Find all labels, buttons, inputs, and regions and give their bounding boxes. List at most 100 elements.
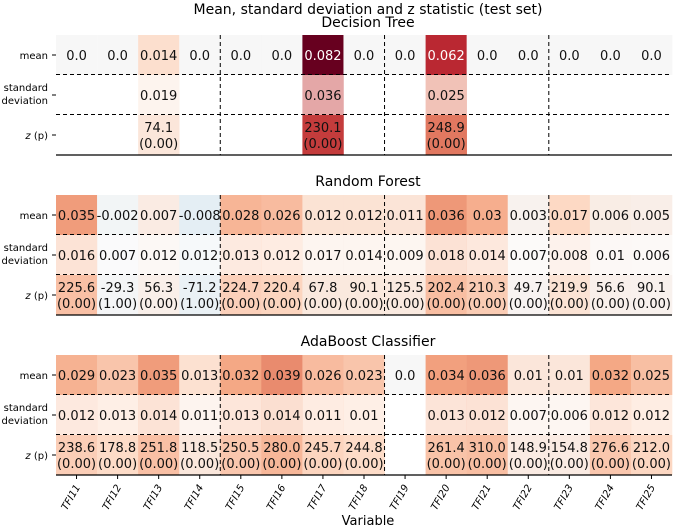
z-cell — [56, 435, 98, 475]
z-value-label: 202.4 — [428, 281, 465, 296]
mean-cell — [261, 355, 303, 395]
mean-cell — [466, 355, 509, 395]
mean-cell — [97, 35, 139, 75]
mean-value-label: 0.0 — [477, 49, 498, 64]
sd-value-label: 0.014 — [469, 249, 506, 264]
sd-cell — [56, 235, 98, 275]
sd-cell — [384, 235, 426, 275]
mean-cell — [97, 195, 139, 235]
mean-cell — [384, 35, 426, 75]
p-value-label: (0.00) — [427, 297, 466, 312]
p-value-label: (0.00) — [139, 137, 178, 152]
mean-value-label: 0.0 — [107, 49, 128, 64]
z-value-label: 220.4 — [263, 281, 300, 296]
mean-cell — [261, 195, 303, 235]
mean-value-label: 0.028 — [222, 209, 259, 224]
z-value-label: 49.7 — [514, 281, 543, 296]
sd-value-label: 0.012 — [592, 409, 629, 424]
row-label-z: z (p) — [24, 131, 48, 142]
z-cell — [261, 435, 303, 475]
z-value-label: 248.9 — [428, 121, 465, 136]
sd-cell — [179, 235, 221, 275]
mean-cell — [548, 355, 591, 395]
figure-title: Mean, standard deviation and z statistic… — [194, 2, 543, 18]
x-tick-label: TFI20 — [429, 483, 452, 512]
mean-value-label: 0.03 — [473, 209, 502, 224]
mean-cell — [302, 355, 344, 395]
sd-cell — [97, 395, 139, 435]
z-cell — [589, 275, 632, 315]
mean-value-label: 0.005 — [633, 209, 670, 224]
sd-cell — [138, 75, 180, 115]
mean-value-label: 0.017 — [551, 209, 588, 224]
sd-value-label: 0.013 — [99, 409, 136, 424]
panel-title: Random Forest — [315, 174, 421, 190]
x-tick-label: TFI24 — [594, 483, 617, 512]
z-cell — [425, 435, 467, 475]
mean-value-label: 0.0 — [66, 49, 87, 64]
mean-value-label: 0.0 — [600, 49, 621, 64]
mean-value-label: 0.011 — [386, 209, 423, 224]
sd-value-label: 0.017 — [304, 249, 341, 264]
p-value-label: (0.00) — [344, 297, 383, 312]
z-cell — [179, 275, 221, 315]
z-value-label: 118.5 — [181, 441, 218, 456]
row-label-sd: standard — [4, 243, 48, 254]
mean-cell — [548, 195, 591, 235]
mean-cell — [138, 355, 180, 395]
p-value-label: (0.00) — [221, 457, 260, 472]
p-value-label: (0.00) — [550, 297, 589, 312]
mean-cell — [56, 195, 98, 235]
sd-cell — [138, 235, 180, 275]
mean-cell — [630, 195, 673, 235]
sd-cell — [548, 395, 591, 435]
z-cell — [220, 435, 262, 475]
mean-cell — [302, 195, 344, 235]
z-value-label: 219.9 — [551, 281, 588, 296]
mean-value-label: 0.003 — [510, 209, 547, 224]
z-value-label: 74.1 — [144, 121, 173, 136]
mean-value-label: 0.035 — [140, 369, 177, 384]
mean-cell — [384, 355, 426, 395]
z-cell — [138, 275, 180, 315]
mean-cell — [343, 195, 385, 235]
sd-cell — [220, 395, 262, 435]
z-cell — [425, 275, 467, 315]
p-value-label: (0.00) — [139, 297, 178, 312]
z-cell — [343, 275, 385, 315]
mean-value-label: 0.036 — [428, 209, 465, 224]
sd-cell — [507, 235, 550, 275]
row-label-sd-2: deviation — [2, 96, 48, 107]
z-value-label: 56.3 — [144, 281, 173, 296]
sd-value-label: 0.014 — [140, 409, 177, 424]
mean-value-label: 0.006 — [592, 209, 629, 224]
x-tick-label: TFI19 — [388, 483, 411, 512]
z-value-label: 244.8 — [345, 441, 382, 456]
sd-value-label: 0.012 — [181, 249, 218, 264]
sd-value-label: 0.011 — [304, 409, 341, 424]
mean-value-label: 0.062 — [428, 49, 465, 64]
z-cell — [630, 435, 673, 475]
z-value-label: 178.8 — [99, 441, 136, 456]
mean-value-label: 0.0 — [395, 49, 416, 64]
p-value-label: (0.00) — [221, 297, 260, 312]
sd-cell — [56, 395, 98, 435]
x-tick-label: TFI25 — [635, 483, 658, 512]
sd-value-label: 0.013 — [222, 409, 259, 424]
sd-value-label: 0.007 — [510, 409, 547, 424]
mean-cell — [630, 35, 673, 75]
mean-value-label: 0.0 — [189, 49, 210, 64]
z-cell — [220, 275, 262, 315]
z-cell — [466, 435, 509, 475]
mean-value-label: -0.002 — [97, 209, 139, 224]
mean-value-label: 0.034 — [428, 369, 465, 384]
z-cell — [466, 275, 509, 315]
z-cell — [343, 435, 385, 475]
z-cell — [138, 435, 180, 475]
mean-cell — [589, 355, 632, 395]
mean-cell — [220, 355, 262, 395]
sd-cell — [425, 395, 467, 435]
z-cell — [302, 275, 344, 315]
z-value-label: 251.8 — [140, 441, 177, 456]
mean-value-label: 0.013 — [181, 369, 218, 384]
